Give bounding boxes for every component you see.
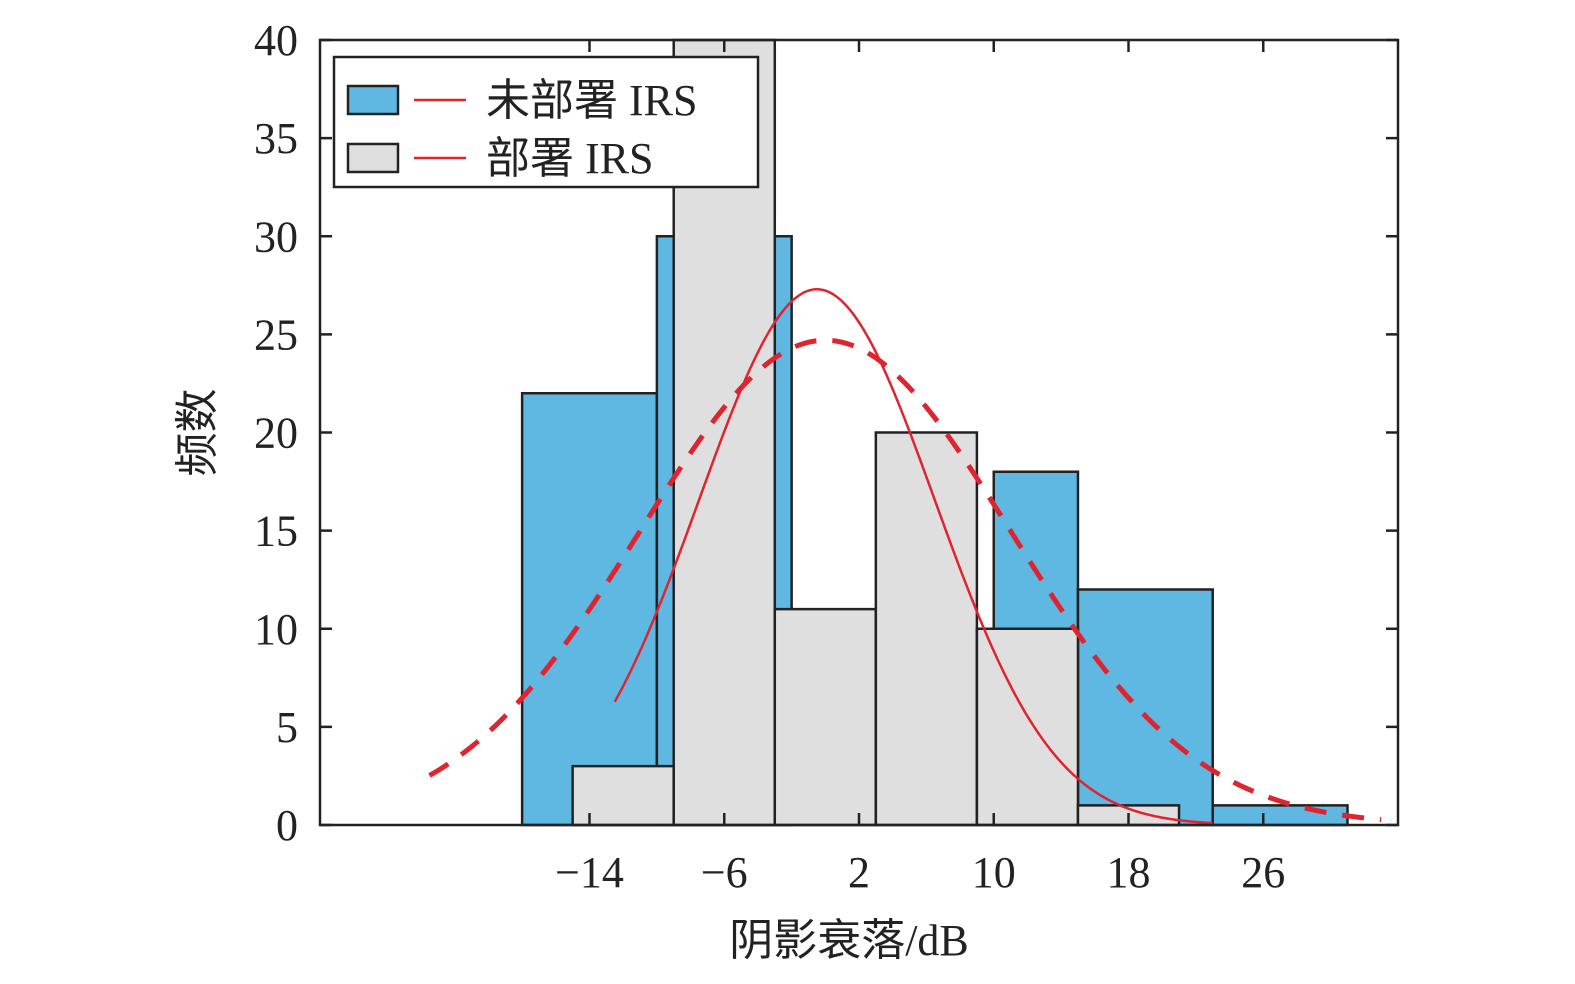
fit-curve-series0: [428, 337, 1382, 823]
bar-series0-bin4: [1211, 804, 1349, 827]
legend-swatch-series0: [346, 84, 400, 116]
y-tick-label: 40: [254, 16, 298, 65]
y-tick-label: 25: [254, 310, 298, 359]
x-tick-label: 26: [1241, 848, 1285, 897]
legend-box: [332, 55, 760, 189]
x-axis-title: 阴影衰落/dB: [729, 916, 969, 965]
bar-series0-bin3: [1076, 588, 1214, 827]
fit-curve-series1: [613, 288, 1213, 825]
y-tick-label: 35: [254, 114, 298, 163]
bar-series1-bin2: [773, 607, 878, 827]
bar-series1-bin0: [571, 764, 675, 827]
bar-series1-bin3: [874, 431, 979, 827]
y-tick-label: 10: [254, 605, 298, 654]
legend-label-series1: 部署 IRS: [486, 134, 653, 183]
x-tick-label: 10: [972, 848, 1016, 897]
y-tick-label: 5: [276, 703, 298, 752]
bar-series1-bin4: [975, 627, 1080, 827]
fit-curves: [428, 288, 1382, 825]
y-axis-title: 频数: [173, 389, 222, 477]
x-tick-label: −14: [555, 848, 624, 897]
x-tick-label: −6: [701, 848, 748, 897]
x-tick-label: 18: [1107, 848, 1151, 897]
legend: 未部署 IRS 部署 IRS: [332, 55, 760, 189]
x-axis: −14 −6 2 10 18 26: [555, 40, 1285, 897]
y-tick-label: 30: [254, 212, 298, 261]
y-tick-label: 0: [276, 801, 298, 850]
x-tick-label: 2: [848, 848, 870, 897]
y-axis: 0 5 10 15 20 25 30 35 40: [254, 16, 1398, 850]
y-tick-label: 20: [254, 409, 298, 458]
legend-swatch-series1: [346, 142, 400, 174]
legend-label-series0: 未部署 IRS: [486, 76, 697, 125]
y-tick-label: 15: [254, 507, 298, 556]
